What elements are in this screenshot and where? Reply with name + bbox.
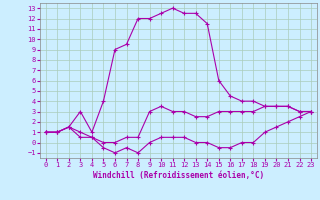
X-axis label: Windchill (Refroidissement éolien,°C): Windchill (Refroidissement éolien,°C) [93, 171, 264, 180]
